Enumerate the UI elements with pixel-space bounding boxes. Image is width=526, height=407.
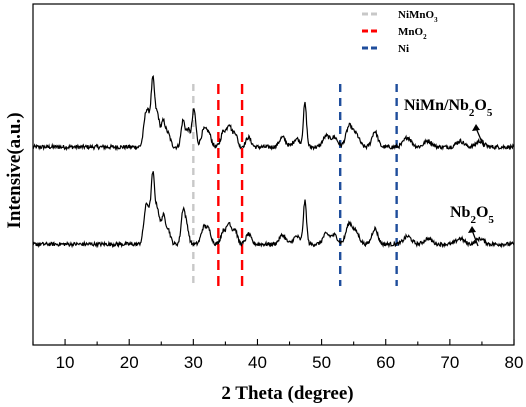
x-tick-label: 60 [376,353,395,372]
series-label-arrow [475,127,485,148]
legend-label-nimno3: NiMnO3 [398,9,438,24]
series-labels: NiMn/Nb2O5 Nb2O5 [404,97,494,247]
x-tick-label: 10 [56,353,75,372]
x-axis-ticks: 10 20 30 40 50 60 70 80 [32,339,524,372]
series-label-arrowhead [468,226,476,233]
series-line-nimn-nb2o5 [32,74,515,152]
series-label-arrowhead [472,124,480,131]
series-label-arrow [471,229,479,247]
legend: NiMnO3 MnO2 Ni [362,9,438,55]
series-layer [32,74,515,249]
x-tick-label: 50 [312,353,331,372]
plot-frame [32,3,515,346]
x-tick-label: 40 [248,353,267,372]
legend-label-ni: Ni [398,43,409,55]
series-line-nb2o5 [32,171,515,249]
legend-label-mno2: MnO2 [398,26,427,41]
x-tick-label: 20 [120,353,139,372]
series-label-nb2o5: Nb2O5 [450,204,494,226]
x-tick-label: 70 [440,353,459,372]
reference-lines [192,84,398,286]
x-tick-label: 30 [184,353,203,372]
series-label-nimn-nb2o5: NiMn/Nb2O5 [404,97,493,119]
x-axis-label: 2 Theta (degree) [221,383,353,404]
y-axis-label: Intensive(a.u.) [4,112,25,228]
x-tick-label: 80 [505,353,524,372]
